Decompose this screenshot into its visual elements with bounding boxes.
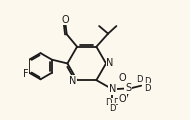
Text: N: N: [69, 76, 77, 86]
Text: O: O: [62, 15, 69, 25]
Text: D: D: [105, 98, 111, 107]
Text: D: D: [113, 98, 120, 107]
Text: D: D: [144, 84, 150, 93]
Text: S: S: [125, 83, 131, 93]
Text: D: D: [109, 104, 116, 113]
Text: O: O: [118, 73, 126, 83]
Text: N: N: [108, 84, 116, 94]
Text: D: D: [137, 75, 143, 84]
Text: O: O: [118, 94, 126, 104]
Text: D: D: [144, 77, 150, 86]
Text: F: F: [22, 69, 28, 79]
Text: N: N: [106, 58, 114, 68]
